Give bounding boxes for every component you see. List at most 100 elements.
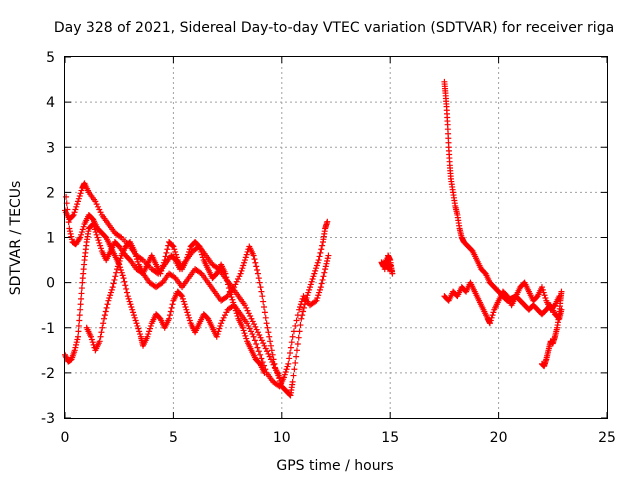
data-point [67, 230, 74, 237]
data-point [243, 335, 250, 342]
data-point [217, 322, 224, 329]
data-point [133, 256, 140, 263]
data-point [490, 309, 497, 316]
data-point [268, 347, 275, 354]
data-point [70, 211, 77, 218]
y-tick-label: -3 [41, 411, 55, 427]
data-point [255, 275, 262, 282]
data-point [74, 336, 81, 343]
data-point [304, 292, 311, 299]
data-point [181, 301, 188, 308]
data-point [306, 286, 313, 293]
data-point [182, 303, 189, 310]
data-point [297, 303, 304, 310]
data-point [290, 328, 297, 335]
data-point [269, 351, 276, 358]
data-point [171, 274, 178, 281]
data-point [236, 273, 243, 280]
data-point [241, 257, 248, 264]
data-point [284, 363, 291, 370]
data-point [147, 322, 154, 329]
data-point [77, 301, 84, 308]
data-point [242, 254, 249, 261]
data-point [220, 314, 227, 321]
data-point [103, 304, 110, 311]
data-point [118, 269, 125, 276]
data-point [124, 289, 131, 296]
data-point [257, 334, 264, 341]
data-point [321, 269, 328, 276]
data-point [144, 333, 151, 340]
data-point [271, 360, 278, 367]
data-point [228, 294, 235, 301]
data-point [199, 254, 206, 261]
data-point [99, 324, 106, 331]
x-tick-label: 25 [598, 430, 616, 446]
data-point [258, 355, 265, 362]
data-point [248, 315, 255, 322]
data-point [120, 275, 127, 282]
data-point [293, 347, 300, 354]
data-point [107, 289, 114, 296]
data-point [169, 301, 176, 308]
data-point [76, 312, 83, 319]
data-point [108, 286, 115, 293]
data-point [166, 312, 173, 319]
data-point [101, 315, 108, 322]
data-point [315, 257, 322, 264]
data-point [213, 333, 220, 340]
x-tick-label: 20 [490, 430, 508, 446]
data-point [231, 304, 238, 311]
data-point [294, 340, 301, 347]
data-point [63, 193, 70, 200]
data-point [77, 190, 84, 197]
data-point [245, 310, 252, 317]
data-point [68, 236, 75, 243]
data-point [88, 333, 95, 340]
data-point [322, 266, 329, 273]
data-point [218, 320, 225, 327]
x-tick-label: 0 [61, 430, 70, 446]
data-point [100, 320, 107, 327]
data-point [179, 293, 186, 300]
x-axis-ticks: 0 5 10 15 20 25 [61, 57, 616, 446]
data-point [158, 280, 165, 287]
data-point [94, 234, 101, 241]
data-point [267, 338, 274, 345]
data-point [117, 255, 124, 262]
data-point [541, 292, 548, 299]
data-point [78, 231, 85, 238]
data-point [186, 248, 193, 255]
y-tick-label: 2 [46, 185, 55, 201]
y-tick-label: -1 [41, 321, 55, 337]
data-point [558, 288, 565, 295]
data-point [240, 262, 247, 269]
data-point [254, 329, 261, 336]
data-point [233, 278, 240, 285]
data-point [131, 314, 138, 321]
data-point [130, 309, 137, 316]
data-point [235, 276, 242, 283]
data-point [381, 266, 388, 273]
data-point [231, 302, 238, 309]
data-point [214, 331, 221, 338]
data-point [223, 309, 230, 316]
data-point [254, 344, 261, 351]
data-point [241, 302, 248, 309]
data-point [75, 333, 82, 340]
data-point [136, 328, 143, 335]
data-point [312, 298, 319, 305]
data-point [259, 293, 266, 300]
data-point [241, 330, 248, 337]
data-point [318, 246, 325, 253]
data-point [291, 366, 298, 373]
data-point [293, 317, 300, 324]
x-tick-label: 10 [273, 430, 291, 446]
data-point [252, 259, 259, 266]
data-point [78, 295, 85, 302]
data-point [487, 317, 494, 324]
data-point [93, 201, 100, 208]
data-point [262, 314, 269, 321]
data-point [184, 254, 191, 261]
data-point [233, 310, 240, 317]
